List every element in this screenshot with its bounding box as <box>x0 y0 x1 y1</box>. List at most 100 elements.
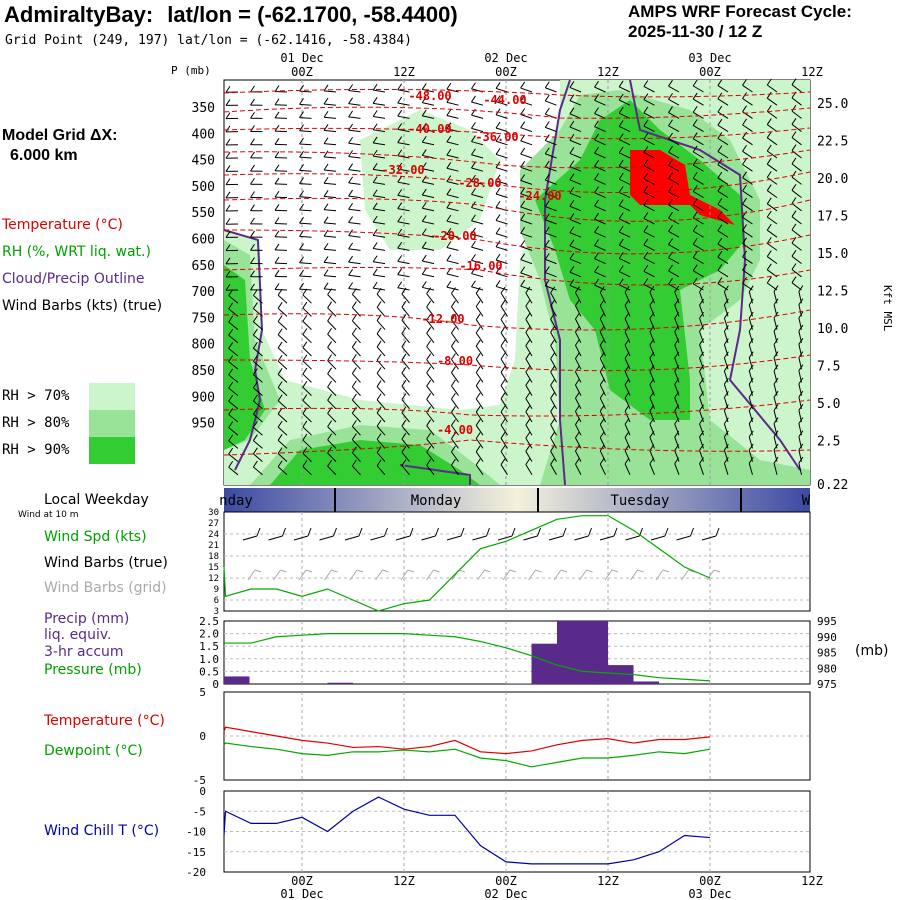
wind-barb-shaft <box>397 287 410 291</box>
wind-barb <box>228 460 239 476</box>
wind-barb-flag <box>699 457 704 464</box>
wind-barb <box>274 256 288 265</box>
wind-barb <box>250 177 263 185</box>
wind-barb <box>624 338 631 357</box>
wind-barb-shaft <box>348 235 361 238</box>
wind-barb-flag <box>748 298 754 306</box>
wind-barb-shaft <box>599 424 606 436</box>
wind-barb <box>495 174 508 185</box>
wind-barb-flag <box>372 149 378 157</box>
top-hour-tick: 00Z <box>699 65 721 79</box>
wind-barb-shaft <box>348 169 361 172</box>
wind-barb-shaft <box>668 230 680 238</box>
wind-barb <box>766 171 778 185</box>
wind-barb <box>348 84 361 93</box>
wind-barb <box>277 368 288 383</box>
wind-barb-shaft <box>717 151 729 159</box>
wind-barb-flag <box>742 158 747 165</box>
wind-barb-shaft <box>692 164 704 172</box>
wind-barb-shaft <box>624 292 631 304</box>
wind-barb-shaft <box>324 275 337 278</box>
wind-barb-shaft <box>791 123 802 132</box>
wind-barb-shaft <box>574 450 582 462</box>
wind-barb-flag <box>323 110 329 118</box>
wind-barb-shaft <box>324 288 337 291</box>
wind-barb-flag <box>525 458 531 465</box>
wind-barb-flag <box>323 242 329 250</box>
wind-barb-shaft <box>471 220 484 225</box>
wind-barb <box>475 287 484 304</box>
wind-barb <box>668 238 680 251</box>
wind-barb-flag <box>401 353 407 361</box>
wind-barb-flag <box>451 340 456 347</box>
wind-barb <box>225 231 239 238</box>
wind-barb-flag <box>643 93 649 100</box>
wind-barb-flag <box>451 406 456 413</box>
wind-barb <box>569 252 582 265</box>
wind-barb-shaft <box>520 100 533 106</box>
wind-barb-shaft <box>791 255 802 264</box>
wind-barb-flag <box>401 393 407 400</box>
wind-barb-shaft <box>446 181 459 185</box>
wind-barb <box>649 444 655 462</box>
wind-barb-shaft <box>324 222 337 225</box>
wind-barb-flag <box>766 223 772 231</box>
wind-barb-shaft <box>471 207 484 212</box>
wind-barb <box>742 118 753 133</box>
surface-wind-barb <box>268 527 286 541</box>
wind-barb-flag <box>649 285 655 293</box>
wind-barb-flag <box>594 278 599 286</box>
wind-barb-flag <box>643 172 649 180</box>
wind-barb <box>791 184 802 198</box>
wind-barb <box>692 185 704 199</box>
wind-barb-shaft <box>327 294 337 304</box>
wind-barb-flag <box>544 253 550 260</box>
wind-barb-flag <box>274 98 280 105</box>
wind-barb-flag <box>376 327 382 335</box>
wind-barb <box>426 445 435 462</box>
wind-barb-flag <box>376 287 382 295</box>
wind-barb-flag <box>376 353 382 361</box>
height-tick: 22.5 <box>817 135 848 150</box>
wind-barb-flag <box>766 105 772 112</box>
wind-barb-flag <box>692 185 698 192</box>
wind-barb-flag <box>372 123 378 131</box>
wind-barb-flag <box>525 405 531 412</box>
precip-panel-frame <box>223 620 811 685</box>
wind-barb-shaft <box>228 295 239 304</box>
wind-barb <box>351 393 361 410</box>
wind-barb-shaft <box>299 235 312 238</box>
wind-barb-flag <box>302 460 308 467</box>
wind-barb-flag <box>599 338 605 346</box>
wind-barb <box>228 302 239 317</box>
wind-barb-flag <box>643 106 649 114</box>
wind-barb-shaft <box>327 465 337 476</box>
wind-barb <box>520 200 533 212</box>
wind-barb-flag <box>451 445 456 453</box>
wind-barb <box>421 254 435 265</box>
wind-barb-flag <box>327 341 333 348</box>
wind-barb-flag <box>594 226 599 233</box>
bottom-hour-tick: 00Z <box>291 874 313 888</box>
wind-barb-shaft <box>550 398 557 410</box>
wind-barb-shaft <box>228 453 239 462</box>
wind-barb <box>475 405 484 423</box>
wind-barb-flag <box>397 241 403 249</box>
wind-barb <box>544 266 557 278</box>
weekday-labels: nday Monday Tuesday W <box>219 488 811 512</box>
wind-barb <box>525 326 533 344</box>
wind-barb-flag <box>372 83 378 91</box>
wind-barb-shaft <box>649 291 655 304</box>
wind-barb-shaft <box>717 190 729 199</box>
wind-barb-shaft <box>376 333 386 344</box>
wind-barb-shaft <box>351 333 361 344</box>
wind-barb-flag <box>299 124 304 132</box>
wind-barb-flag <box>323 269 329 276</box>
wind-barb-flag <box>575 339 580 346</box>
height-tick: 20.0 <box>817 172 848 187</box>
wind-barb-flag <box>471 174 476 182</box>
wind-barb-shaft <box>742 164 753 172</box>
wind-barb-flag <box>495 187 501 195</box>
wind-barb <box>401 419 410 436</box>
wind-barb-flag <box>299 98 304 105</box>
